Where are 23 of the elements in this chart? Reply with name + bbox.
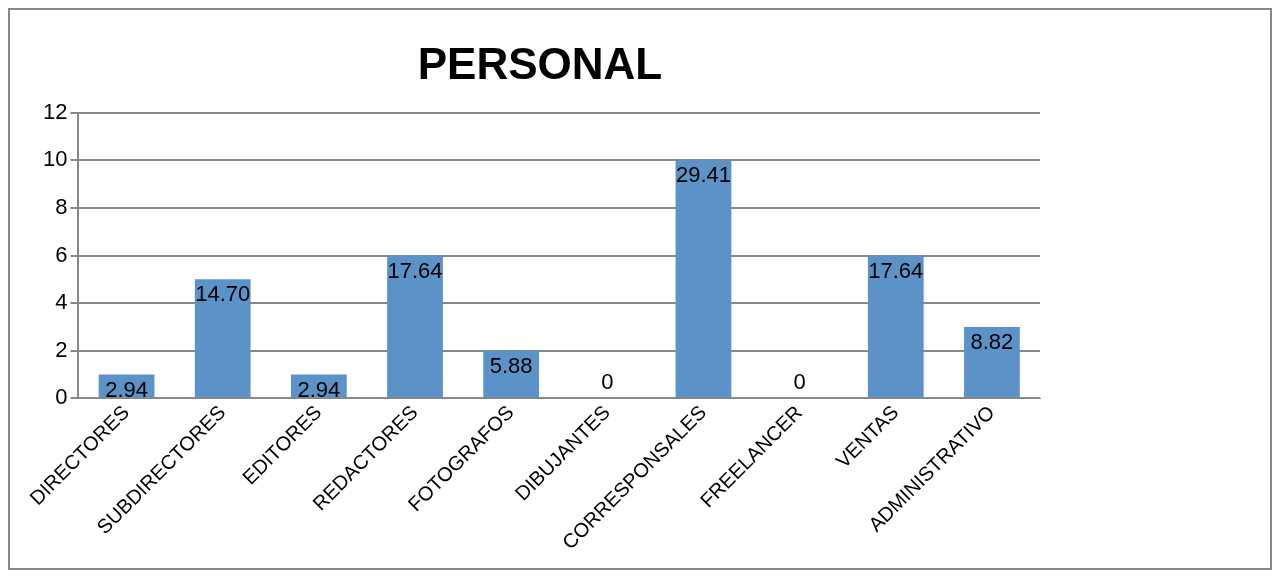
- y-tick-label: 0: [55, 384, 68, 410]
- annotation: 2.94: [105, 376, 148, 402]
- bar: [194, 279, 251, 398]
- annotation: 0: [793, 369, 806, 395]
- annotation: 0: [601, 369, 614, 395]
- annotation: 8.82: [970, 328, 1014, 354]
- y-tick-label: 10: [42, 146, 68, 172]
- bar: [387, 255, 443, 398]
- chart-title: PERSONAL: [417, 38, 663, 88]
- y-tick-label: 6: [55, 241, 68, 267]
- bar: [867, 255, 924, 398]
- bar: [964, 326, 1020, 398]
- annotation: 17.64: [868, 257, 924, 283]
- y-tick-label: 8: [55, 194, 68, 220]
- bar: [675, 160, 732, 398]
- annotation: 17.64: [387, 257, 443, 283]
- annotation: 5.88: [489, 352, 533, 378]
- annotation: 2.94: [297, 376, 341, 402]
- annotation: 14.70: [195, 281, 251, 307]
- y-tick-label: 2: [55, 336, 68, 362]
- y-tick-label: 4: [55, 289, 68, 315]
- y-tick-label: 12: [42, 98, 68, 124]
- annotation: 29.41: [675, 162, 731, 188]
